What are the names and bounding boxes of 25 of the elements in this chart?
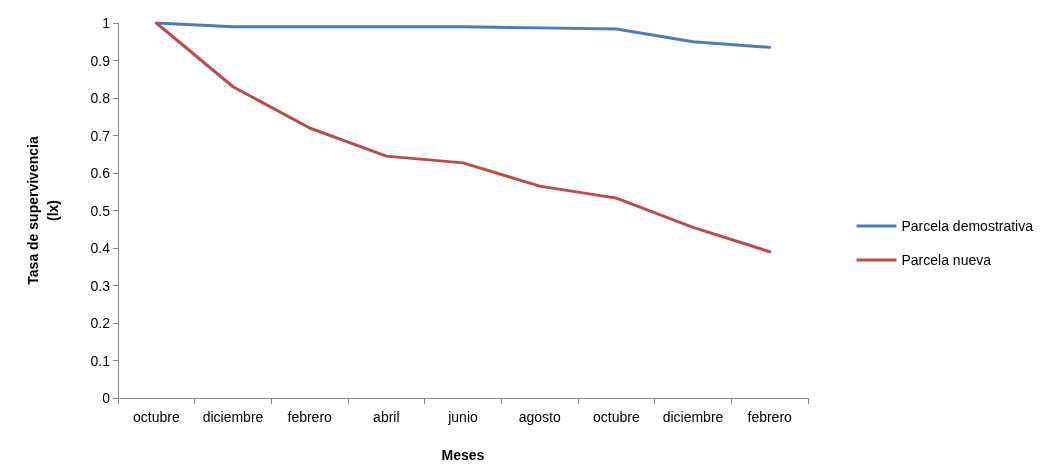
y-tick-label: 0.6 (90, 165, 111, 181)
y-tick-label: 0.5 (90, 202, 111, 219)
y-tick-label: 0.8 (90, 90, 111, 106)
x-tick-label: febrero (747, 409, 793, 425)
y-axis-title: Tasa de supervivencia (lx) (25, 136, 61, 285)
y-tick-label: 0.2 (90, 315, 111, 331)
legend-label: Parcela nueva (901, 252, 992, 268)
line-series (154, 21, 772, 254)
x-tick-label: agosto (518, 409, 561, 425)
y-tick-label: 0.3 (90, 277, 111, 294)
y-tick-label: 1 (102, 15, 111, 31)
y-tick-label: 0.7 (90, 127, 111, 144)
x-tick-label: febrero (287, 409, 333, 425)
x-tick-label: diciembre (662, 409, 724, 425)
x-axis-title: Meses (441, 447, 485, 463)
y-tick-label: 0.4 (90, 240, 111, 256)
x-tick-label: octubre (132, 409, 180, 425)
x-tick-label: abril (373, 409, 400, 425)
x-tick-label: octubre (592, 409, 640, 425)
y-tick-label: 0.1 (90, 352, 111, 369)
x-tick-label: diciembre (202, 409, 264, 425)
y-tick-label: 0.9 (90, 52, 111, 69)
x-tick-label: junio (447, 409, 478, 425)
legend-label: Parcela demostrativa (901, 218, 1034, 234)
y-tick-label: 0 (102, 390, 111, 406)
